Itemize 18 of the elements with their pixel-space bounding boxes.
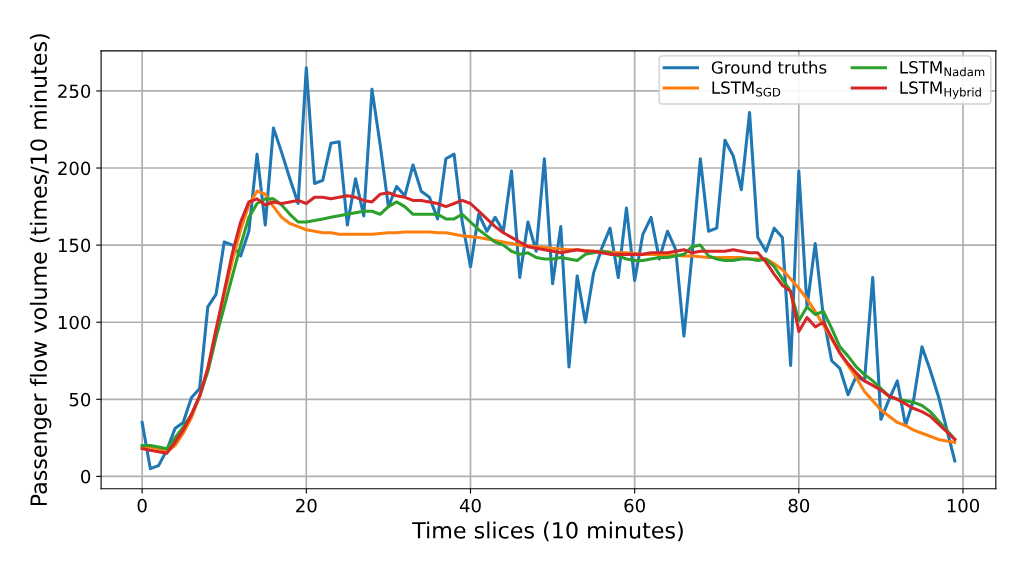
y-axis-title: Passenger flow volume (times/10 minutes) bbox=[29, 34, 52, 506]
x-tick-label: 0 bbox=[137, 498, 147, 513]
y-tick-label: 150 bbox=[58, 238, 91, 253]
y-tick-label: 50 bbox=[69, 392, 91, 407]
legend-label: LSTM$_{Nadam}$ bbox=[900, 61, 985, 77]
legend-label: LSTM$_{SGD}$ bbox=[712, 81, 781, 97]
legend-label: LSTM$_{Hybrid}$ bbox=[900, 81, 981, 99]
x-tick-label: 80 bbox=[788, 498, 810, 513]
y-tick-label: 100 bbox=[58, 315, 91, 330]
x-tick-label: 40 bbox=[459, 498, 481, 513]
y-tick-label: 250 bbox=[58, 84, 91, 99]
x-tick-label: 100 bbox=[947, 498, 980, 513]
legend-label: Ground truths bbox=[711, 60, 827, 74]
y-tick-label: 200 bbox=[58, 161, 91, 176]
y-tick-label: 0 bbox=[81, 469, 91, 484]
x-tick-label: 60 bbox=[624, 498, 645, 513]
x-axis-title: Time slices (10 minutes) bbox=[412, 521, 683, 542]
x-tick-label: 20 bbox=[296, 498, 317, 513]
